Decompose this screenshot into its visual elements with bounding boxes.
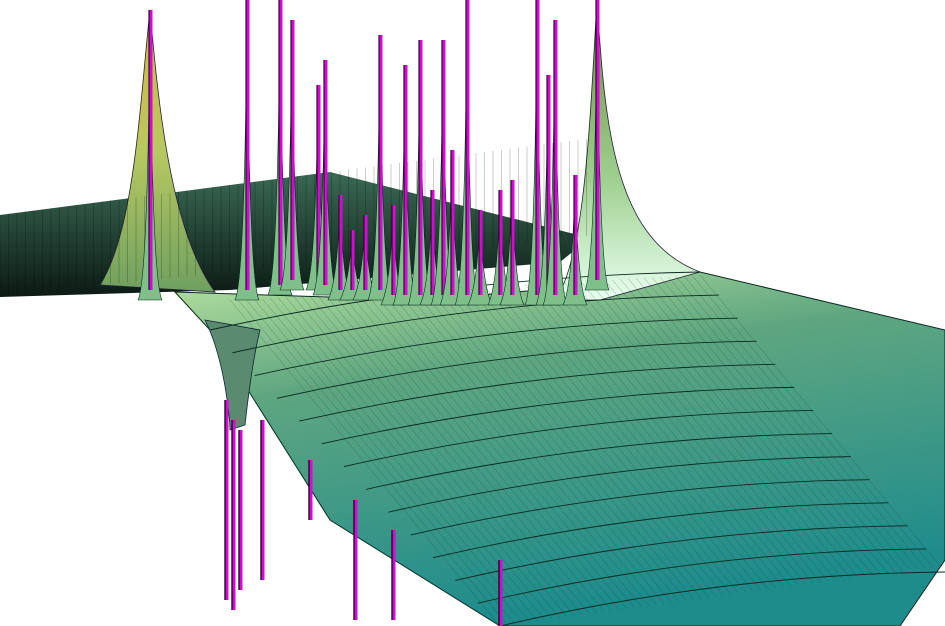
mesh-fine [652,277,896,573]
mesh-fine [301,296,568,617]
mesh-fine [508,285,762,591]
mesh-fine [683,275,926,569]
mesh-fine [421,289,680,602]
mesh-fine [349,293,612,611]
mesh-fine [285,296,553,619]
mesh-fine [237,299,508,626]
mesh-line [366,433,832,490]
mesh-line [477,548,927,604]
mesh-fine [269,297,538,622]
mesh-fine [556,282,806,585]
mesh-fine [548,282,799,586]
mesh-line [499,571,945,626]
mesh-fine [460,287,717,597]
mesh-fine [668,276,911,571]
mesh-fine [381,291,642,607]
mesh-fine [405,290,665,604]
mesh-fine [675,276,918,570]
spikes [137,0,610,626]
mesh-fine [389,291,650,606]
mesh-fine [229,299,501,626]
mesh-line [388,456,851,513]
mesh-fine [580,281,829,582]
mesh-fine [333,294,598,613]
dip [204,319,261,431]
mesh-fine [604,279,851,579]
mesh-fine [373,292,635,608]
mesh-fine [620,279,866,577]
mesh-fine [444,288,702,599]
mesh-fine [660,277,903,572]
mesh-fine [636,278,881,575]
mesh-fine [365,292,627,609]
mesh-fine [413,290,672,603]
mesh-fine [245,299,516,625]
mesh-fine [524,284,777,589]
mesh-line [254,317,738,376]
mesh-fine [317,295,583,615]
mesh-fine [357,293,620,610]
mesh-fine [628,278,874,576]
mesh-fine [540,283,791,587]
mesh-fine [596,280,844,580]
mesh-fine [452,288,709,598]
mesh-line [321,386,795,445]
mesh-line [410,479,870,536]
mesh-fine [468,287,724,596]
mesh-fine [612,279,859,578]
mesh-line [455,525,908,581]
mesh-fine [500,285,754,592]
mesh-line [276,340,757,399]
mesh-fine [492,285,747,593]
mesh-fine [691,275,933,568]
mesh-fine [644,277,888,574]
mesh-fine [588,280,836,581]
mesh-fine [309,295,575,616]
mesh-fine [484,286,739,594]
mesh-fine [293,296,560,618]
mesh-fine [397,290,657,605]
mesh-fine [532,283,784,588]
mesh-fine [699,274,941,567]
mesh-fine [516,284,769,590]
mesh-fine [261,298,530,623]
mesh-fine [253,298,523,624]
mesh-fine [429,289,687,601]
mesh-fine [436,288,695,600]
mesh-fine [564,282,814,584]
mesh-fine [476,286,732,595]
mesh-line [432,502,889,559]
mesh-line [343,410,814,468]
mesh-fine [572,281,821,583]
mesh-fine [325,294,590,614]
mesh-fine [341,293,605,612]
